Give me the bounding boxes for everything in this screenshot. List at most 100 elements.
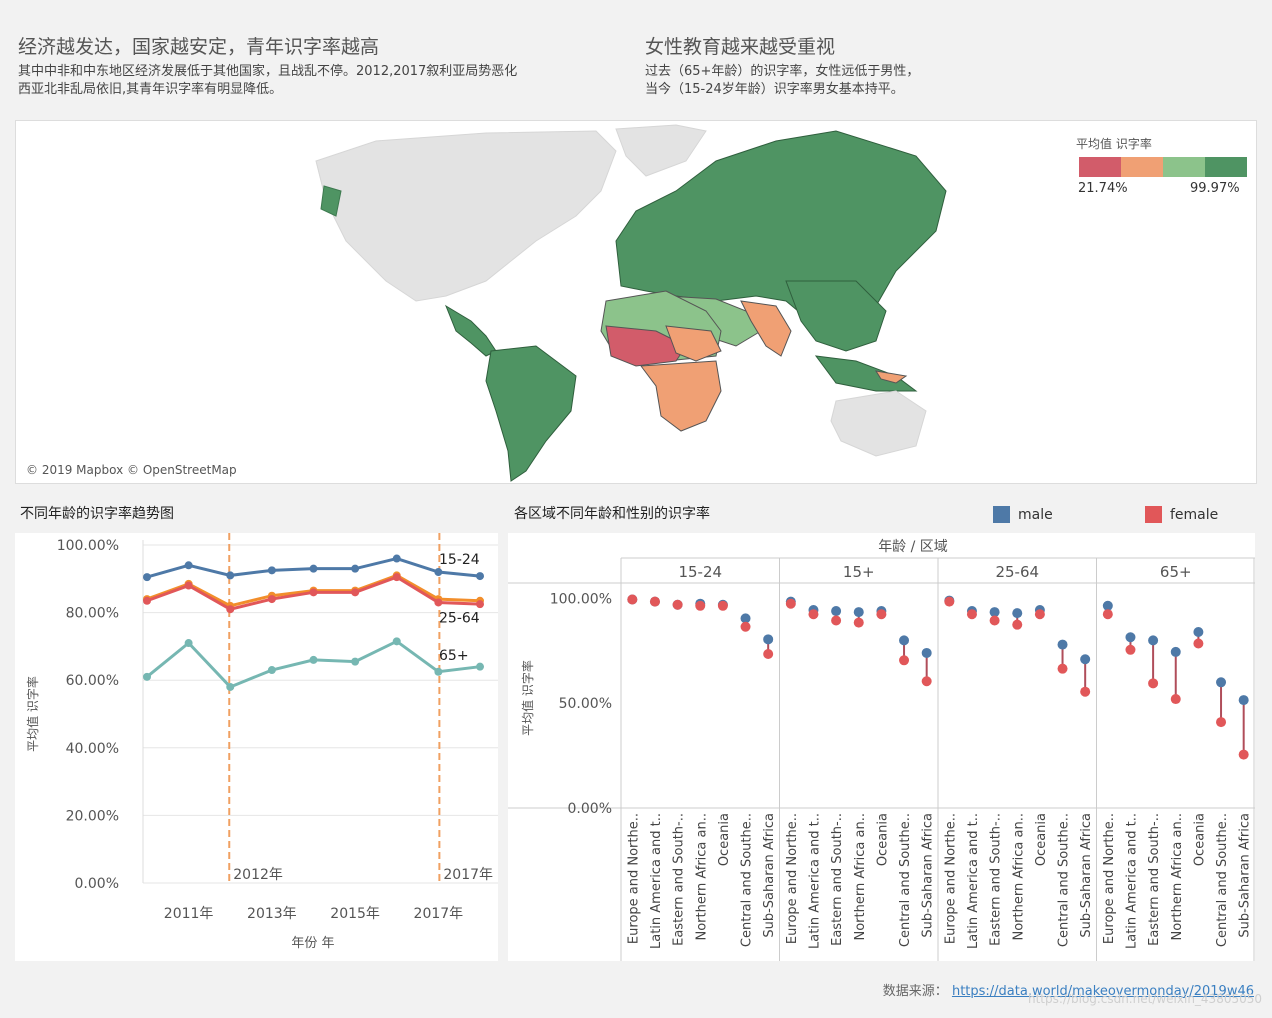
series-point-25-64 (184, 581, 193, 590)
europe-asia-shape (615, 130, 947, 327)
region-tick-label: Europe and Northe.. (943, 813, 958, 944)
female-point (627, 594, 638, 605)
female-point (740, 621, 751, 632)
male-point (921, 647, 932, 658)
female-point (831, 615, 842, 626)
watermark: https://blog.csdn.net/weixin_43805050 (1027, 992, 1262, 1006)
region-tick-label: Europe and Northe.. (785, 813, 800, 944)
female-point (1170, 694, 1181, 705)
x-tick-label: 2013年 (247, 906, 297, 922)
male-point (740, 613, 751, 624)
female-point (966, 609, 977, 620)
world-literacy-map[interactable]: © 2019 Mapbox © OpenStreetMap 平均值 识字率 21… (15, 120, 1257, 484)
region-tick-label: Oceania (717, 813, 732, 866)
region-tick-label: Central and Southe.. (1215, 813, 1230, 947)
male-point (989, 607, 1000, 618)
series-point-65+ (143, 672, 151, 681)
legend-male-swatch (993, 506, 1010, 523)
series-point-15-24 (392, 554, 401, 563)
region-tick-label: Latin America and t.. (649, 813, 664, 949)
female-point (853, 617, 864, 628)
source-label: 数据来源： (882, 984, 948, 999)
female-point (989, 615, 1000, 626)
y-axis-title: 平均值 识字率 (520, 660, 535, 736)
right-header: 女性教育越来越受重视 过去（65+年龄）的识字率，女性远低于男性， 当今（15-… (645, 32, 919, 99)
female-point (921, 676, 932, 687)
male-point (899, 635, 910, 646)
y-tick-label: 40.00% (66, 741, 119, 757)
female-point (808, 609, 819, 620)
left-desc-1: 其中中非和中东地区经济发展低于其他国家，且战乱不停。2012,2017叙利亚局势… (18, 64, 518, 79)
series-point-15-24 (226, 571, 235, 580)
series-point-15-24 (309, 564, 318, 573)
female-point (1216, 717, 1227, 728)
y-tick-label: 100.00% (550, 591, 612, 607)
region-dumbbell-chart[interactable]: 年龄 / 区域 0.00% 50.00% 100.00% 平均值 识字率 15-24 Eur… (508, 533, 1255, 961)
region-tick-label: Oceania (875, 813, 890, 866)
female-point (1057, 663, 1068, 674)
papua-shape (874, 370, 908, 384)
male-point (1193, 627, 1204, 637)
facet-header-title: 年龄 / 区域 (878, 539, 948, 555)
series-point-25-64 (434, 598, 443, 607)
male-point (1148, 635, 1159, 646)
annotation-label: 2012年 (233, 867, 283, 883)
female-point (1193, 638, 1204, 649)
facet-age-label: 15-24 (678, 563, 722, 581)
series-point-65+ (351, 657, 360, 666)
x-tick-label: 2017年 (414, 906, 464, 922)
map-legend-min: 21.74% (1078, 181, 1128, 196)
south-america-shape (485, 345, 577, 482)
right-desc-1: 过去（65+年龄）的识字率，女性远低于男性， (645, 64, 920, 79)
region-tick-label: Central and Southe.. (898, 813, 913, 947)
region-dumbbell-svg: 年龄 / 区域 0.00% 50.00% 100.00% 平均值 识字率 15-24 Eur… (508, 539, 1255, 961)
female-point (1080, 686, 1091, 697)
line-panel-title: 不同年龄的识字率趋势图 (20, 506, 174, 522)
region-tick-label: Oceania (1192, 813, 1207, 866)
left-desc-2: 西亚北非乱局依旧,其青年识字率有明显降低。 (18, 82, 283, 97)
female-point (672, 599, 683, 610)
female-point (899, 655, 910, 666)
male-point (831, 606, 842, 617)
female-point (1102, 609, 1113, 620)
male-point (1125, 632, 1136, 643)
dot-panel-title: 各区域不同年龄和性别的识字率 (514, 506, 710, 522)
legend-male[interactable]: male (993, 506, 1053, 523)
x-tick-label: 2015年 (330, 906, 380, 922)
central-america-shape (444, 304, 497, 357)
region-tick-label: Central and Southe.. (740, 813, 755, 947)
y-tick-label: 0.00% (568, 801, 612, 817)
female-point (763, 649, 774, 659)
legend-color-step-0 (1079, 157, 1121, 177)
male-point (1012, 608, 1023, 619)
female-point (717, 600, 728, 611)
region-tick-label: Eastern and South-.. (1147, 813, 1162, 946)
trend-line-chart[interactable]: 0.00% 20.00% 40.00% 60.00% 80.00% 100.00% 2012… (15, 533, 498, 961)
male-point (853, 607, 864, 618)
australia-shape (830, 390, 927, 457)
series-end-label: 25-64 (439, 610, 480, 626)
region-tick-label: Northern Africa an.. (1170, 813, 1185, 941)
y-tick-label: 100.00% (57, 538, 119, 554)
north-america-shape (315, 130, 617, 302)
source-line: 数据来源： https://data.world/makeovermonday/… (883, 980, 1254, 999)
series-point-25-64 (267, 595, 276, 604)
map-legend-gradient (1079, 157, 1247, 177)
male-point (763, 634, 774, 645)
female-point (785, 598, 796, 609)
legend-female[interactable]: female (1145, 506, 1218, 523)
region-tick-label: Sub-Saharan Africa (1079, 813, 1094, 938)
series-point-15-24 (476, 572, 484, 581)
series-end-label: 15-24 (439, 552, 480, 568)
series-point-15-24 (434, 568, 443, 577)
x-tick-label: 2011年 (164, 906, 214, 922)
series-point-65+ (226, 682, 235, 691)
region-tick-label: Latin America and t.. (966, 813, 981, 949)
female-point (1125, 644, 1136, 655)
legend-color-step-2 (1163, 157, 1205, 177)
source-link[interactable]: https://data.world/makeovermonday/2019w4… (951, 984, 1254, 999)
africa-west-shape (605, 325, 687, 367)
region-tick-label: Eastern and South-.. (989, 813, 1004, 946)
female-point (1034, 609, 1045, 620)
legend-color-step-3 (1205, 157, 1247, 177)
